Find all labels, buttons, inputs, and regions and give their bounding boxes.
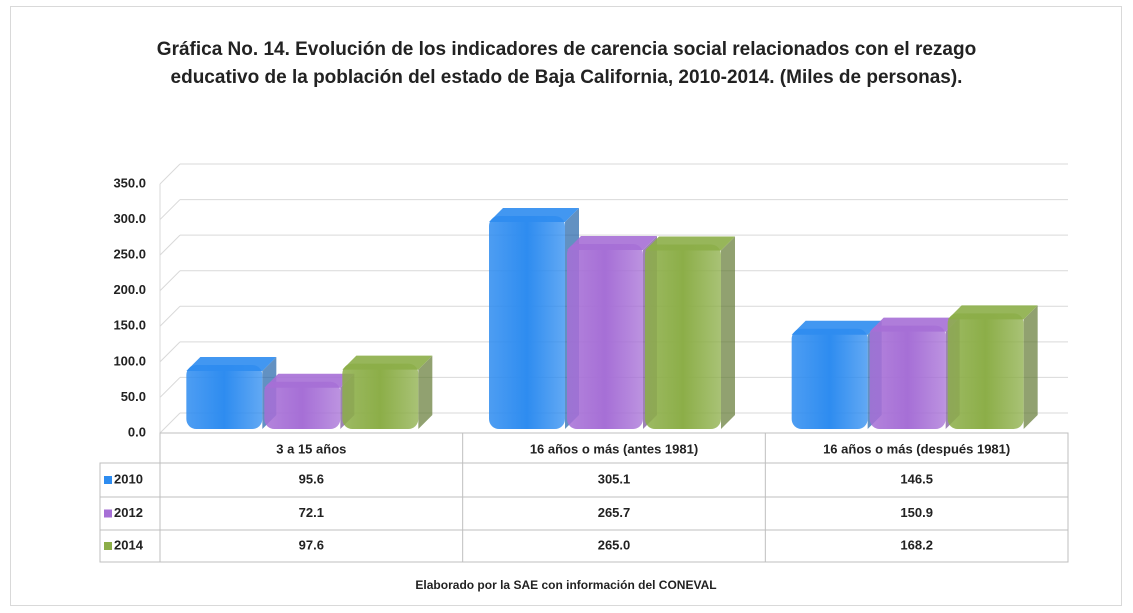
bar bbox=[489, 215, 565, 429]
x-tick-label: 16 años o más (después 1981) bbox=[823, 441, 1010, 456]
legend-label: 2010 bbox=[114, 471, 143, 486]
y-tick-label: 50.0 bbox=[121, 389, 146, 404]
grid-line bbox=[159, 305, 181, 327]
x-tick-label: 3 a 15 años bbox=[276, 441, 346, 456]
chart-frame bbox=[10, 6, 1122, 606]
table-value: 265.0 bbox=[598, 537, 631, 552]
bar-side bbox=[721, 236, 735, 429]
legend-swatch bbox=[104, 542, 112, 550]
y-tick-label: 150.0 bbox=[113, 318, 146, 333]
grid-line bbox=[159, 341, 181, 363]
bar bbox=[264, 381, 341, 429]
table-value: 168.2 bbox=[900, 537, 933, 552]
legend-label: 2012 bbox=[114, 505, 143, 520]
bar bbox=[567, 243, 643, 429]
bar bbox=[869, 325, 946, 429]
x-tick-label: 16 años o más (antes 1981) bbox=[530, 441, 698, 456]
bar-side bbox=[1023, 305, 1038, 429]
bar bbox=[947, 313, 1024, 429]
bar bbox=[645, 244, 721, 429]
y-tick-label: 250.0 bbox=[113, 247, 146, 262]
grid-line bbox=[159, 199, 181, 220]
chart-title: Gráfica No. 14. Evolución de los indicad… bbox=[156, 39, 977, 88]
table-value: 150.9 bbox=[900, 505, 933, 520]
source-note: Elaborado por la SAE con información del… bbox=[415, 578, 716, 592]
grid-line bbox=[159, 270, 181, 292]
legend-swatch bbox=[104, 476, 112, 484]
table-value: 97.6 bbox=[299, 537, 324, 552]
y-tick-label: 100.0 bbox=[113, 353, 146, 368]
legend-label: 2014 bbox=[114, 537, 144, 552]
y-tick-label: 200.0 bbox=[113, 282, 146, 297]
bar bbox=[791, 328, 868, 429]
grid-line bbox=[159, 234, 181, 256]
bar-side bbox=[418, 355, 433, 429]
y-tick-label: 350.0 bbox=[113, 175, 146, 190]
y-tick-label: 300.0 bbox=[113, 211, 146, 226]
table-value: 95.6 bbox=[299, 471, 324, 486]
table-value: 265.7 bbox=[598, 505, 631, 520]
grid-line bbox=[159, 377, 181, 398]
legend-swatch bbox=[104, 509, 112, 518]
bar bbox=[186, 364, 263, 429]
table-value: 146.5 bbox=[900, 471, 933, 486]
grid-line bbox=[159, 163, 181, 185]
grid-line bbox=[159, 412, 181, 434]
table-value: 72.1 bbox=[299, 505, 324, 520]
table-value: 305.1 bbox=[598, 471, 631, 486]
y-tick-label: 0.0 bbox=[128, 424, 146, 439]
bar bbox=[342, 363, 419, 429]
